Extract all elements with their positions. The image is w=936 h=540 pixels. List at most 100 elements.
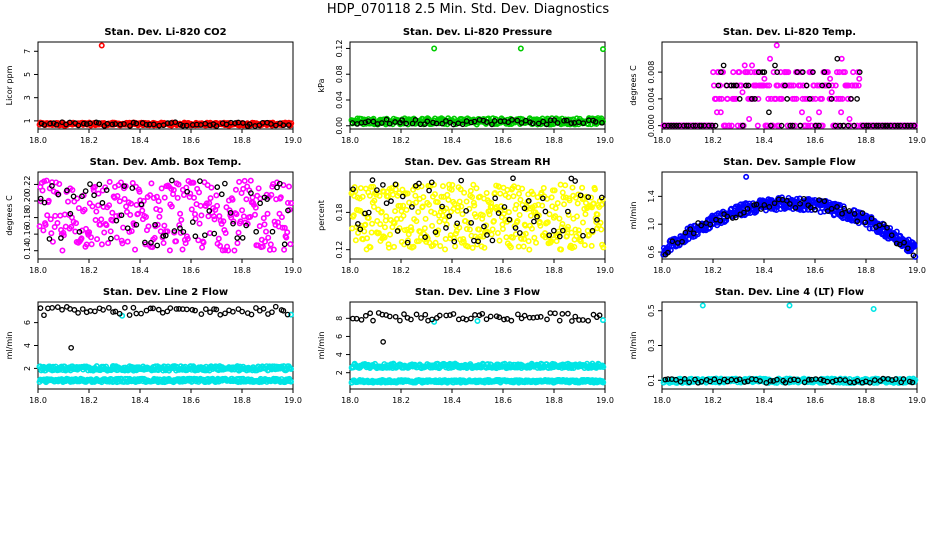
data-point (280, 122, 287, 129)
data-point (133, 201, 140, 208)
data-point (249, 194, 256, 201)
plot-title: Stan. Dev. Amb. Box Temp. (90, 157, 242, 168)
data-point (285, 122, 292, 128)
data-point (766, 203, 773, 210)
data-point (514, 117, 521, 124)
data-point (504, 186, 511, 193)
data-point (123, 208, 130, 215)
y-axis-label: ml/min (5, 332, 14, 360)
data-point (240, 120, 246, 126)
data-point (741, 209, 747, 216)
data-point (113, 217, 120, 224)
data-point (219, 247, 226, 254)
data-point (426, 201, 433, 208)
data-point (491, 190, 498, 197)
data-point (531, 218, 537, 225)
data-point (591, 186, 598, 193)
data-point (183, 122, 190, 129)
data-point (285, 207, 291, 214)
data-point (114, 193, 121, 200)
data-point (765, 95, 772, 102)
data-point (534, 194, 541, 201)
data-point (442, 246, 449, 253)
data-point (483, 316, 490, 323)
data-point (109, 209, 116, 216)
data-point (133, 120, 140, 127)
data-point (463, 226, 470, 233)
x-tick-label: 18.2 (80, 266, 98, 275)
data-point (256, 223, 263, 230)
data-point (397, 317, 403, 324)
data-point (239, 207, 246, 214)
data-point (812, 122, 819, 129)
plot-title: Stan. Dev. Gas Stream RH (404, 157, 550, 168)
data-point (439, 203, 445, 210)
data-point (192, 215, 199, 222)
data-point (563, 233, 570, 240)
y-tick-label: 3 (23, 95, 32, 100)
series-main (660, 42, 919, 129)
data-point (248, 190, 254, 196)
data-point (376, 192, 383, 199)
data-point (78, 235, 85, 242)
y-tick-label: 0.000 (647, 114, 656, 137)
data-point (670, 122, 677, 129)
data-point (456, 224, 463, 231)
data-point (359, 193, 366, 200)
y-tick-label: 0.08 (335, 65, 344, 83)
data-point (846, 208, 853, 214)
data-point (761, 75, 768, 82)
data-point (828, 96, 835, 102)
outlier-point (743, 173, 750, 180)
outlier-point (287, 311, 294, 318)
data-point (556, 215, 563, 222)
data-point (598, 226, 605, 233)
data-point (399, 117, 405, 124)
x-tick-label: 18.8 (545, 396, 563, 405)
data-point (894, 122, 901, 129)
data-point (287, 200, 294, 207)
data-point (65, 198, 72, 205)
plot-frame (349, 171, 606, 260)
data-point (599, 119, 605, 126)
data-point (516, 211, 523, 218)
data-point (547, 117, 554, 124)
data-point (64, 187, 70, 194)
data-point (67, 210, 74, 217)
data-point (87, 181, 93, 187)
data-point (860, 122, 866, 129)
data-point (838, 109, 845, 116)
data-point (873, 122, 880, 129)
data-point (422, 215, 429, 222)
data-point (241, 177, 248, 184)
data-point (99, 200, 106, 206)
data-point (419, 203, 426, 210)
data-point (517, 196, 524, 203)
data-point (59, 119, 65, 126)
x-tick-label: 18.6 (494, 266, 512, 275)
data-point (230, 218, 237, 225)
data-point (399, 193, 406, 200)
data-point (261, 221, 268, 228)
data-point (127, 123, 133, 129)
data-point (449, 182, 456, 189)
data-point (544, 316, 550, 323)
data-point (562, 182, 569, 189)
data-point (93, 208, 100, 215)
data-point (489, 237, 496, 244)
data-point (709, 122, 715, 129)
x-tick-label: 18.0 (29, 136, 47, 145)
data-point (553, 238, 560, 245)
data-point (758, 206, 764, 212)
data-point (810, 69, 816, 75)
data-point (156, 213, 163, 220)
data-point (272, 303, 279, 310)
data-point (394, 228, 401, 234)
data-point (269, 309, 275, 316)
data-point (859, 210, 866, 217)
data-point (468, 119, 475, 126)
data-point (53, 121, 60, 128)
data-point (217, 311, 224, 318)
y-axis-label: kPa (317, 78, 326, 92)
data-point (367, 310, 374, 317)
